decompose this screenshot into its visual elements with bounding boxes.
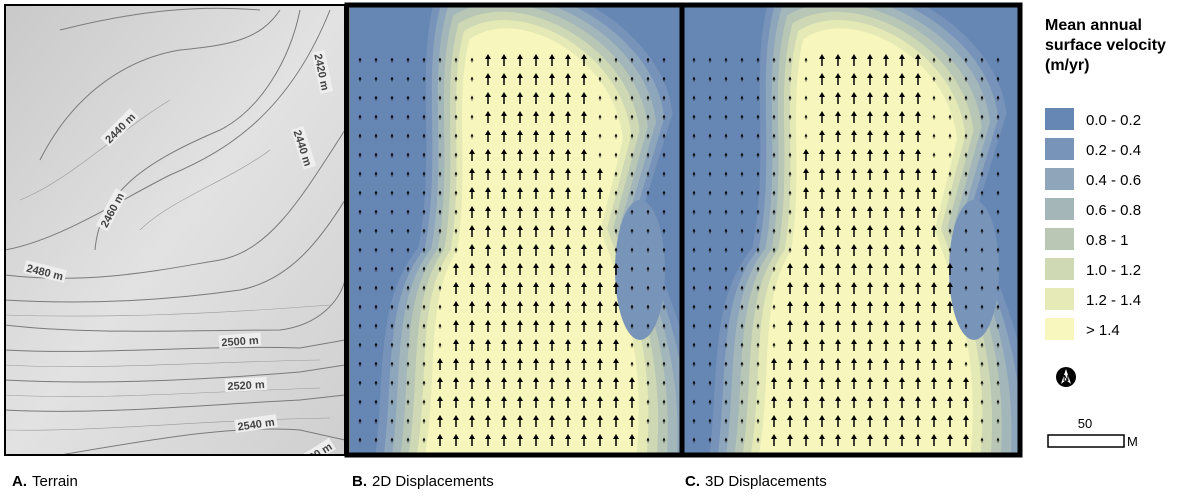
legend-label: > 1.4 bbox=[1086, 322, 1120, 339]
panel-label: 2D Displacements bbox=[372, 473, 494, 490]
panel-caption: A. Terrain bbox=[12, 473, 78, 490]
legend-swatch bbox=[1045, 258, 1074, 280]
legend-title: (m/yr) bbox=[1045, 57, 1089, 74]
velocity-lobe bbox=[615, 200, 665, 340]
legend-label: 1.0 - 1.2 bbox=[1086, 262, 1141, 279]
figure: 2440 m2420 m2440 m2460 m2480 m2500 m2520… bbox=[0, 0, 1199, 493]
legend-swatch bbox=[1045, 168, 1074, 190]
north-label: N bbox=[1063, 374, 1069, 383]
legend-swatch bbox=[1045, 288, 1074, 310]
panel-label: 3D Displacements bbox=[705, 473, 827, 490]
contour-label: 2520 m bbox=[227, 379, 265, 393]
terrain-panel: 2440 m2420 m2440 m2460 m2480 m2500 m2520… bbox=[5, 5, 345, 471]
panel-letter: B. bbox=[352, 473, 367, 490]
legend-swatch bbox=[1045, 228, 1074, 250]
legend-swatch bbox=[1045, 138, 1074, 160]
north-arrow: N bbox=[1056, 367, 1076, 387]
legend-label: 1.2 - 1.4 bbox=[1086, 292, 1141, 309]
velocity-panel-3d bbox=[682, 0, 1031, 493]
legend-title: Mean annual bbox=[1045, 17, 1142, 34]
scale-bar: 50 M bbox=[1048, 416, 1138, 449]
legend-label: 0.4 - 0.6 bbox=[1086, 172, 1141, 189]
legend-swatch bbox=[1045, 198, 1074, 220]
velocity-lobe bbox=[949, 200, 999, 340]
panel-label: Terrain bbox=[32, 473, 78, 490]
panel-caption: B. 2D Displacements bbox=[352, 473, 494, 490]
legend-swatch bbox=[1045, 108, 1074, 130]
legend-swatch bbox=[1045, 318, 1074, 340]
panel-letter: C. bbox=[685, 473, 700, 490]
legend-label: 0.6 - 0.8 bbox=[1086, 202, 1141, 219]
legend-label: 0.8 - 1 bbox=[1086, 232, 1129, 249]
legend-title: surface velocity bbox=[1045, 37, 1166, 54]
scale-unit: M bbox=[1127, 434, 1138, 449]
panel-caption: C. 3D Displacements bbox=[685, 473, 827, 490]
legend-label: 0.0 - 0.2 bbox=[1086, 112, 1141, 129]
velocity-panel-2d bbox=[350, 0, 697, 493]
legend-label: 0.2 - 0.4 bbox=[1086, 142, 1141, 159]
panel-letter: A. bbox=[12, 473, 27, 490]
scale-value: 50 bbox=[1078, 416, 1092, 431]
